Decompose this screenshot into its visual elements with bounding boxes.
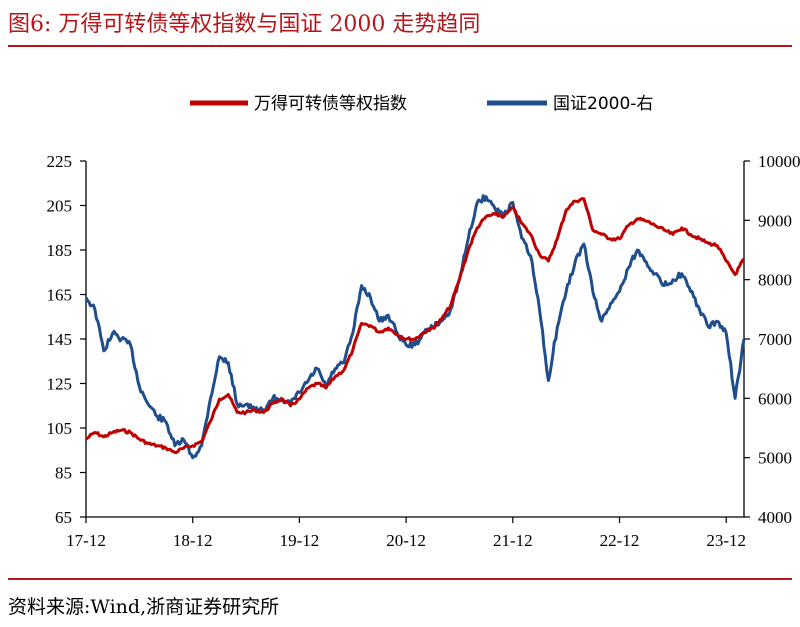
chart-axes [80,160,750,523]
x-tick-label: 21-12 [493,531,533,550]
x-tick-label: 20-12 [386,531,426,550]
y-left-tick-label: 145 [47,330,73,349]
y-left-tick-label: 105 [47,419,73,438]
y-right-tick-label: 8000 [758,271,792,290]
y-right-tick-label: 9000 [758,211,792,230]
y-left-tick-label: 85 [55,464,72,483]
series-line-convertible-bond-index [85,197,746,454]
series-line-cni2000 [84,194,746,460]
legend-label-cni2000: 国证2000-右 [553,94,653,114]
title-divider [8,45,792,47]
y-right-tick-label: 6000 [758,389,792,408]
figure-title: 图6: 万得可转债等权指数与国证 2000 走势趋同 [8,12,481,37]
x-tick-label: 23-12 [706,531,746,550]
x-tick-label: 22-12 [600,531,640,550]
tick-labels: 65 85 105 125 145 165 185 205 225 4000 5000 6000 700… [47,152,800,550]
y-left-tick-label: 125 [47,375,73,394]
y-right-tick-label: 7000 [758,330,792,349]
legend: 万得可转债等权指数 国证2000-右 [190,94,653,114]
y-left-tick-label: 225 [47,152,73,171]
y-left-tick-label: 185 [47,241,73,260]
legend-label-convertible-bond-index: 万得可转债等权指数 [254,94,407,114]
y-left-tick-label: 205 [47,197,73,216]
source-note: 资料来源:Wind,浙商证券研究所 [8,596,280,618]
x-tick-label: 19-12 [280,531,320,550]
x-tick-label: 18-12 [173,531,213,550]
y-right-tick-label: 5000 [758,449,792,468]
line-chart: 万得可转债等权指数 国证2000-右 65 85 105 125 145 165 185 205… [47,94,800,550]
source-divider [8,578,792,580]
series-layer [84,194,746,460]
y-left-tick-label: 165 [47,286,73,305]
y-right-tick-label: 10000 [758,152,800,171]
y-right-tick-label: 4000 [758,508,792,527]
y-left-tick-label: 65 [55,508,72,527]
x-tick-label: 17-12 [66,531,106,550]
